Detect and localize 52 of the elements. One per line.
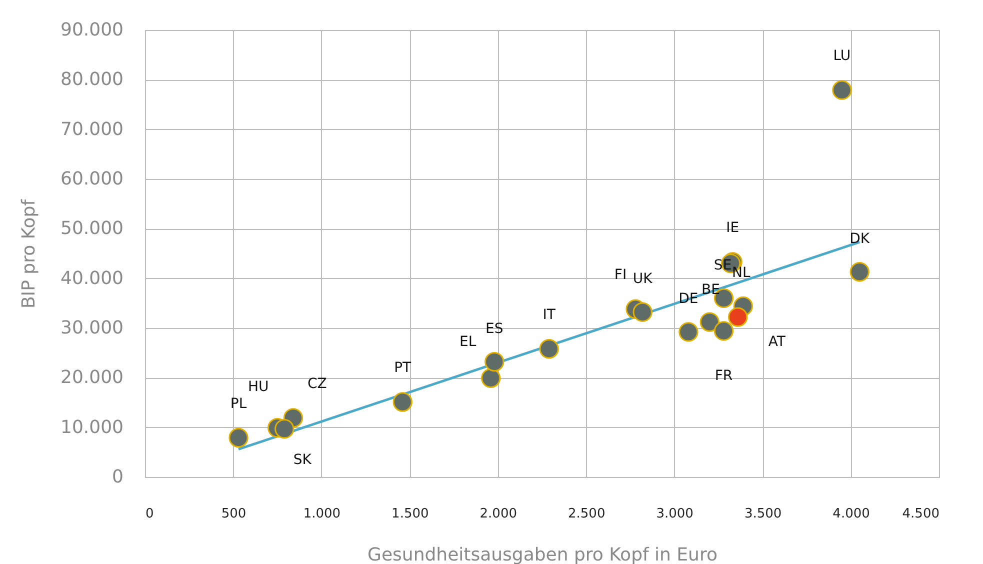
data-label: ES: [485, 320, 504, 337]
data-label: FI: [614, 267, 627, 284]
data-label: DK: [850, 230, 870, 247]
y-axis-title: BIP pro Kopf: [18, 198, 40, 309]
data-label: NL: [732, 265, 750, 282]
point: [832, 80, 852, 100]
y-tick-label: 10.000: [60, 416, 124, 438]
data-label: AT: [768, 334, 786, 350]
y-tick-label: 90.000: [60, 20, 124, 40]
point: [678, 322, 698, 342]
data-label: HU: [248, 378, 269, 395]
point: [728, 307, 748, 327]
x-tick-label: 3.000: [656, 506, 694, 522]
x-tick-label: 2.000: [480, 506, 517, 522]
data-label: UK: [632, 271, 654, 288]
x-axis-title: Gesundheitsausgaben pro Kopf in Euro: [368, 544, 718, 564]
x-tick-label: 0: [146, 506, 154, 522]
x-tick-label: 3.500: [744, 506, 782, 522]
x-tick-label: 500: [221, 506, 246, 522]
data-label: PL: [230, 396, 247, 412]
y-tick-label: 50.000: [60, 218, 124, 240]
y-tick-label: 20.000: [60, 367, 124, 388]
data-label: LU: [833, 48, 851, 64]
x-tick-label: 4.500: [902, 506, 940, 522]
x-tick-label: 1.500: [392, 506, 429, 522]
x-tick-label: 2.500: [568, 506, 606, 522]
point: [392, 392, 412, 412]
y-tick-label: 70.000: [60, 118, 124, 140]
x-tick-label: 4.000: [832, 506, 870, 522]
point: [228, 428, 248, 448]
y-tick-label: 40.000: [60, 268, 124, 289]
data-label: IT: [542, 306, 556, 323]
data-label: PT: [394, 360, 412, 376]
data-label: FR: [714, 368, 733, 384]
data-label: EL: [460, 334, 476, 350]
data-label: CZ: [308, 376, 327, 392]
y-tick-label: 60.000: [60, 168, 124, 190]
data-label: IE: [726, 220, 740, 236]
y-tick-label: 80.000: [60, 69, 124, 90]
point: [539, 339, 559, 359]
data-label: SK: [293, 452, 312, 468]
point: [274, 419, 294, 439]
point: [481, 368, 501, 388]
x-tick-label: 1.000: [303, 506, 341, 522]
point: [850, 262, 870, 282]
y-tick-label: 0: [112, 466, 124, 488]
point: [484, 352, 504, 372]
y-tick-label: 30.000: [60, 318, 124, 338]
point: [700, 312, 720, 332]
point: [714, 321, 734, 341]
point: [632, 302, 652, 322]
data-label: SE: [714, 257, 732, 274]
